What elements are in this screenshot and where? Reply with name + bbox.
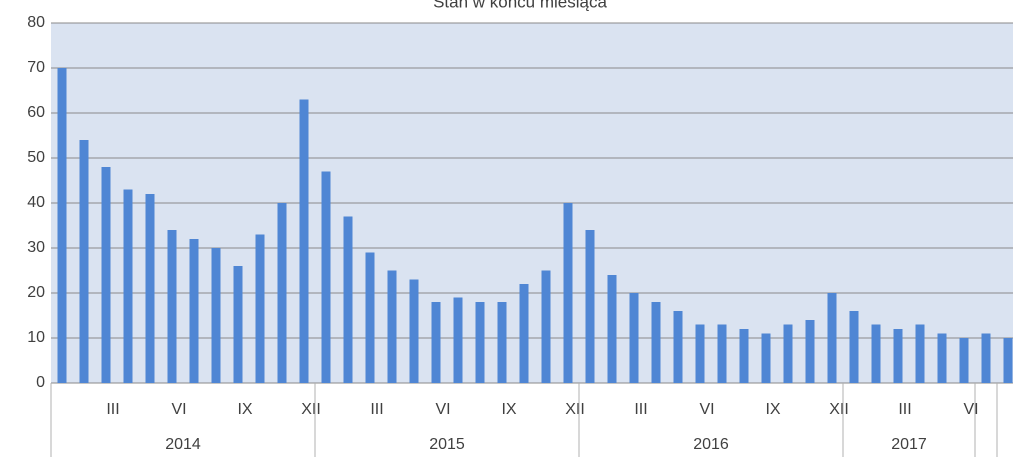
group-label: 2014 <box>165 436 201 453</box>
bar <box>959 338 969 383</box>
bar <box>541 270 551 383</box>
x-tick-label: VI <box>963 401 978 418</box>
y-tick-label: 10 <box>27 329 45 346</box>
bar <box>893 329 903 383</box>
x-tick-label: III <box>370 401 383 418</box>
bar <box>915 324 925 383</box>
bar <box>871 324 881 383</box>
bar <box>475 302 485 383</box>
bar <box>255 234 265 383</box>
y-tick-label: 20 <box>27 284 45 301</box>
bar <box>123 189 133 383</box>
x-tick-label: XII <box>829 401 849 418</box>
bar <box>717 324 727 383</box>
y-tick-label: 70 <box>27 59 45 76</box>
bar <box>189 239 199 383</box>
bar <box>673 311 683 383</box>
bar <box>695 324 705 383</box>
bar <box>651 302 661 383</box>
bar <box>57 68 67 383</box>
bar <box>79 140 89 383</box>
bar <box>783 324 793 383</box>
bar <box>233 266 243 383</box>
bar <box>321 171 331 383</box>
bar <box>299 99 309 383</box>
bar <box>167 230 177 383</box>
bar <box>585 230 595 383</box>
bar <box>343 216 353 383</box>
bar <box>937 333 947 383</box>
x-tick-label: III <box>898 401 911 418</box>
group-label: 2015 <box>429 436 465 453</box>
x-tick-label: VI <box>435 401 450 418</box>
bar <box>607 275 617 383</box>
bar <box>761 333 771 383</box>
y-tick-label: 0 <box>36 374 45 391</box>
bar <box>365 252 375 383</box>
bar <box>453 297 463 383</box>
bar <box>387 270 397 383</box>
x-tick-label: XII <box>301 401 321 418</box>
x-tick-label: XII <box>565 401 585 418</box>
x-tick-label: IX <box>765 401 780 418</box>
bar <box>563 203 573 383</box>
y-tick-label: 30 <box>27 239 45 256</box>
y-tick-label: 60 <box>27 104 45 121</box>
group-label: 2016 <box>693 436 729 453</box>
bar <box>145 194 155 383</box>
bar <box>805 320 815 383</box>
x-tick-label: III <box>634 401 647 418</box>
bar <box>497 302 507 383</box>
bar <box>1003 338 1013 383</box>
y-tick-label: 40 <box>27 194 45 211</box>
y-tick-label: 50 <box>27 149 45 166</box>
bar <box>981 333 991 383</box>
bar <box>101 167 111 383</box>
x-tick-label: III <box>106 401 119 418</box>
chart-title: Stan w końcu miesiąca <box>433 0 607 11</box>
x-tick-label: VI <box>171 401 186 418</box>
bar <box>519 284 529 383</box>
bar <box>409 279 419 383</box>
bar <box>849 311 859 383</box>
bar <box>827 293 837 383</box>
bar <box>739 329 749 383</box>
bar <box>277 203 287 383</box>
bar <box>211 248 221 383</box>
bar <box>431 302 441 383</box>
x-tick-label: IX <box>237 401 252 418</box>
x-tick-label: VI <box>699 401 714 418</box>
y-tick-label: 80 <box>27 14 45 31</box>
group-label: 2017 <box>891 436 927 453</box>
bar <box>629 293 639 383</box>
x-tick-label: IX <box>501 401 516 418</box>
